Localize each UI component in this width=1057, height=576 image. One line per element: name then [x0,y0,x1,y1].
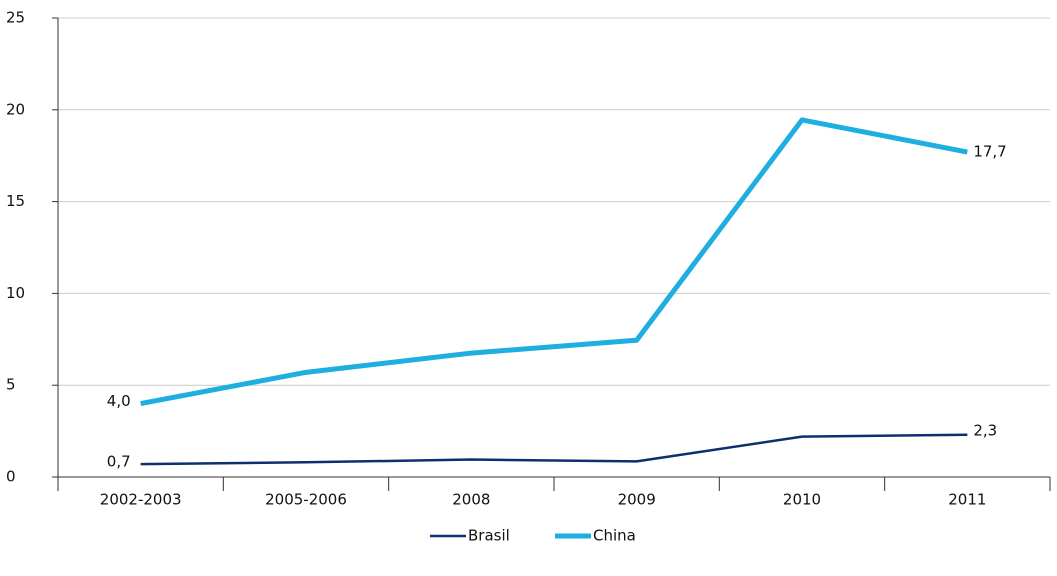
x-tick-label: 2010 [783,491,821,509]
x-tick-label: 2009 [618,491,656,509]
y-tick-label: 25 [6,9,25,27]
y-tick-label: 5 [6,376,16,394]
y-tick-label: 20 [6,100,25,118]
x-tick-label: 2002-2003 [100,491,182,509]
series-line [140,117,968,407]
legend-label: China [593,527,636,545]
value-label: 4,0 [107,392,131,410]
y-tick-label: 10 [6,284,25,302]
series-line [140,433,968,466]
x-tick-label: 2005-2006 [265,491,347,509]
x-tick-label: 2011 [948,491,986,509]
value-label: 17,7 [973,143,1006,161]
value-label: 0,7 [107,453,131,471]
y-tick-label: 0 [6,468,16,486]
y-tick-label: 15 [6,192,25,210]
x-tick-label: 2008 [452,491,490,509]
legend-label: Brasil [468,527,510,545]
value-label: 2,3 [973,421,997,439]
